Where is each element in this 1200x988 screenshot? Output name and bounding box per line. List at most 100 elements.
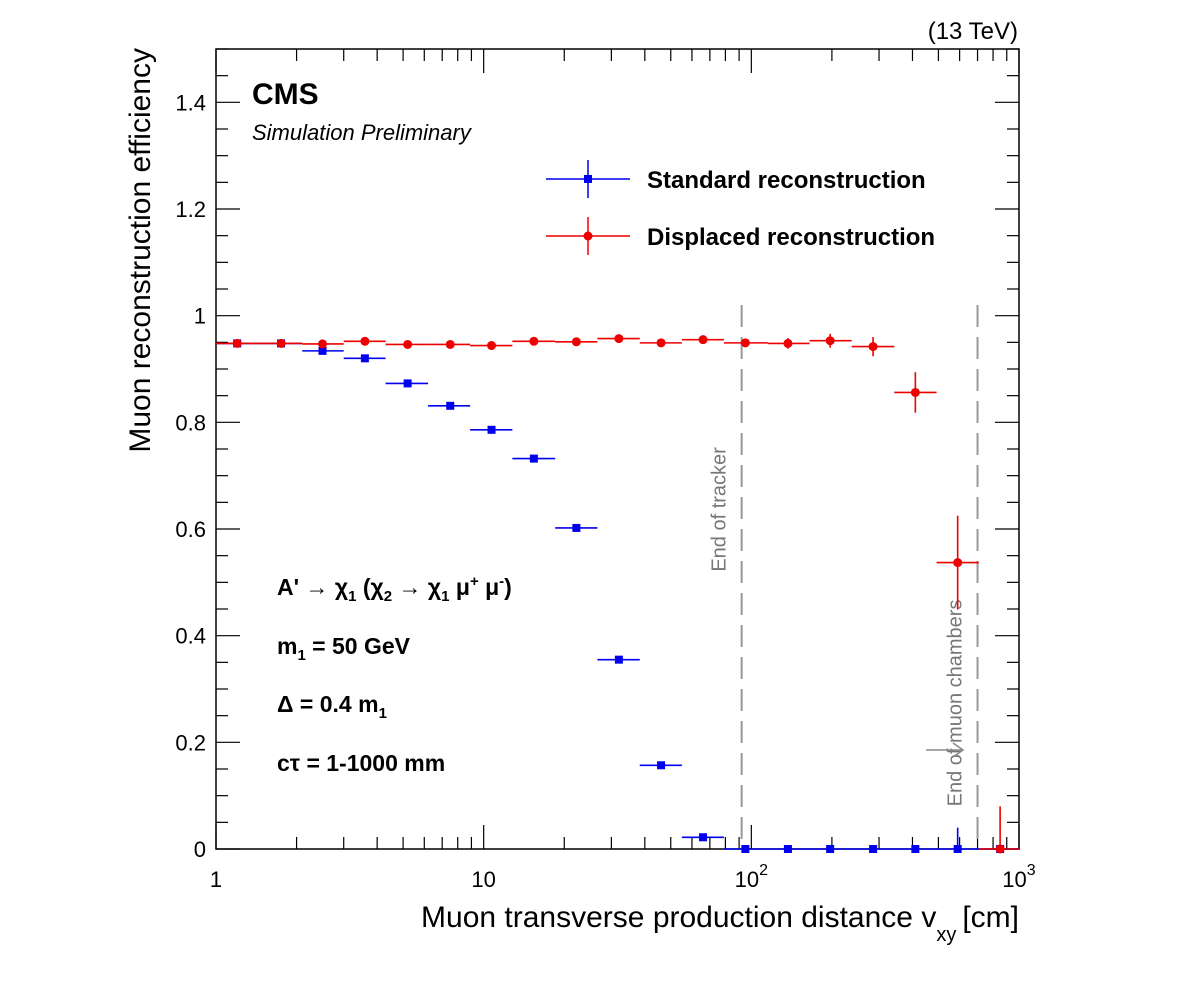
marker-circle [656,338,666,348]
marker-square [699,833,708,842]
marker-circle [403,339,413,349]
marker-circle [698,335,708,345]
marker-circle [614,334,624,344]
marker-square [487,425,496,434]
marker-circle [995,844,1005,854]
data-point [216,338,260,348]
marker-square [783,845,792,853]
series-layer [216,333,1019,854]
marker-square [869,845,878,853]
data-point [851,337,895,357]
mass-annotation: m1 = 50 GeV [277,633,411,664]
marker-square [360,354,369,363]
marker-circle [953,558,963,568]
legend: Standard reconstruction Displaced recons… [546,160,935,255]
data-point [723,338,768,348]
data-point [681,833,724,842]
data-point [302,339,344,349]
marker-circle [783,338,793,348]
x-tick-label: 1 [210,867,222,892]
y-tick-label: 0.2 [175,730,206,755]
data-point [343,336,386,346]
data-point [343,354,386,363]
data-point [470,425,513,434]
data-point [809,333,852,348]
y-tick-label: 0.8 [175,410,206,435]
y-tick-label: 1.4 [175,90,206,115]
series-displaced [216,333,1019,854]
data-point [512,454,556,463]
data-point [597,334,640,344]
data-point [555,337,598,347]
data-point [767,845,810,853]
marker-square [741,845,750,853]
x-axis-title: Muon transverse production distance vxy[… [421,901,1019,946]
data-point [428,401,471,410]
data-point [894,845,937,853]
y-tick-label: 0.6 [175,517,206,542]
marker-circle [529,336,539,346]
vertical-line-label: End of tracker [709,447,731,572]
data-point [767,338,810,349]
data-point [894,372,937,413]
legend-marker-standard [546,160,630,198]
x-tick-label: 10 [471,867,495,892]
data-point [639,338,682,348]
marker-square [657,761,666,770]
process-annotation: A' → χ1 (χ2 → χ1 μ+ μ-) [277,573,512,605]
marker-square [403,379,412,388]
marker-square [446,401,455,410]
marker-square [826,845,835,853]
x-tick-label: 102 [735,862,768,892]
vertical-markers: End of tracker End of muon chambers [709,305,979,849]
data-point [978,806,1019,854]
data-point [936,827,979,853]
data-point [639,761,682,770]
marker-circle [360,336,370,346]
y-tick-label: 0 [194,837,206,862]
vertical-line-label: End of muon chambers [945,600,967,807]
arrow-icon [926,742,965,758]
marker-square [318,346,327,355]
marker-circle [910,387,920,397]
marker-square [614,655,623,664]
data-point [851,845,895,853]
legend-label-displaced: Displaced reconstruction [647,224,935,251]
axis-ticks: 1 10 102 103 0 0.2 0.4 0.6 0.8 1 1.2 1.4 [175,48,1036,892]
data-point [385,379,429,388]
marker-circle [740,338,750,348]
marker-square [572,523,581,532]
marker-circle [276,338,286,348]
experiment-label: CMS [252,78,319,111]
data-point [597,655,640,664]
marker-square [529,454,538,463]
y-tick-label: 0.4 [175,624,206,649]
legend-label-standard: Standard reconstruction [647,167,926,194]
data-point [302,346,344,355]
marker-circle [318,339,328,349]
y-tick-label: 1.2 [175,197,206,222]
data-point [512,336,556,346]
data-point [681,335,724,345]
marker-square [911,845,920,853]
marker-square [953,845,962,853]
data-point [555,523,598,532]
marker-circle [232,338,242,348]
energy-label: (13 TeV) [928,18,1018,45]
x-tick-label: 103 [1002,862,1035,892]
data-point [259,338,303,348]
marker-circle [571,337,581,347]
data-point [470,341,513,351]
data-point [428,339,471,349]
marker-circle [868,342,878,352]
delta-annotation: Δ = 0.4 m1 [277,691,387,722]
marker-circle [825,336,835,346]
data-point [723,845,768,853]
ctau-annotation: cτ = 1-1000 mm [277,750,445,776]
data-point [809,845,852,853]
marker-circle [487,341,497,351]
data-point [385,339,429,349]
y-tick-label: 1 [194,304,206,329]
marker-circle [445,339,455,349]
